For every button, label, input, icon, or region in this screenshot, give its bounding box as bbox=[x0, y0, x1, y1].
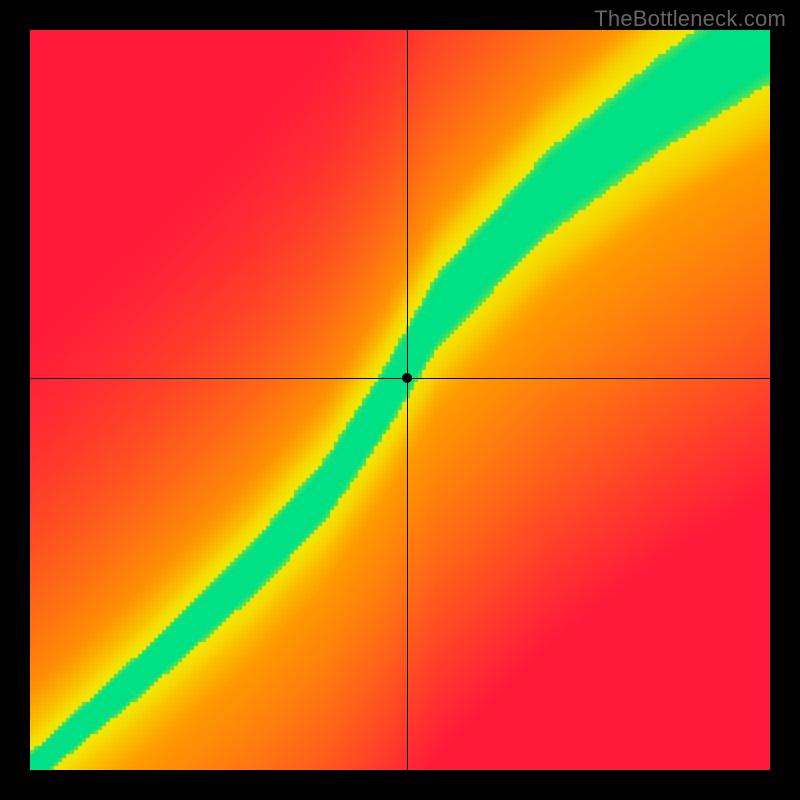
watermark-text: TheBottleneck.com bbox=[594, 6, 786, 32]
chart-container: TheBottleneck.com bbox=[0, 0, 800, 800]
crosshair-horizontal bbox=[30, 378, 770, 379]
heatmap-canvas bbox=[30, 30, 770, 770]
crosshair-vertical bbox=[407, 30, 408, 770]
plot-area bbox=[30, 30, 770, 770]
crosshair-dot bbox=[402, 373, 412, 383]
